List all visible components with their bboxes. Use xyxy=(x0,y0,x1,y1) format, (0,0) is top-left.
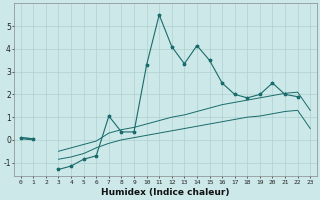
X-axis label: Humidex (Indice chaleur): Humidex (Indice chaleur) xyxy=(101,188,230,197)
